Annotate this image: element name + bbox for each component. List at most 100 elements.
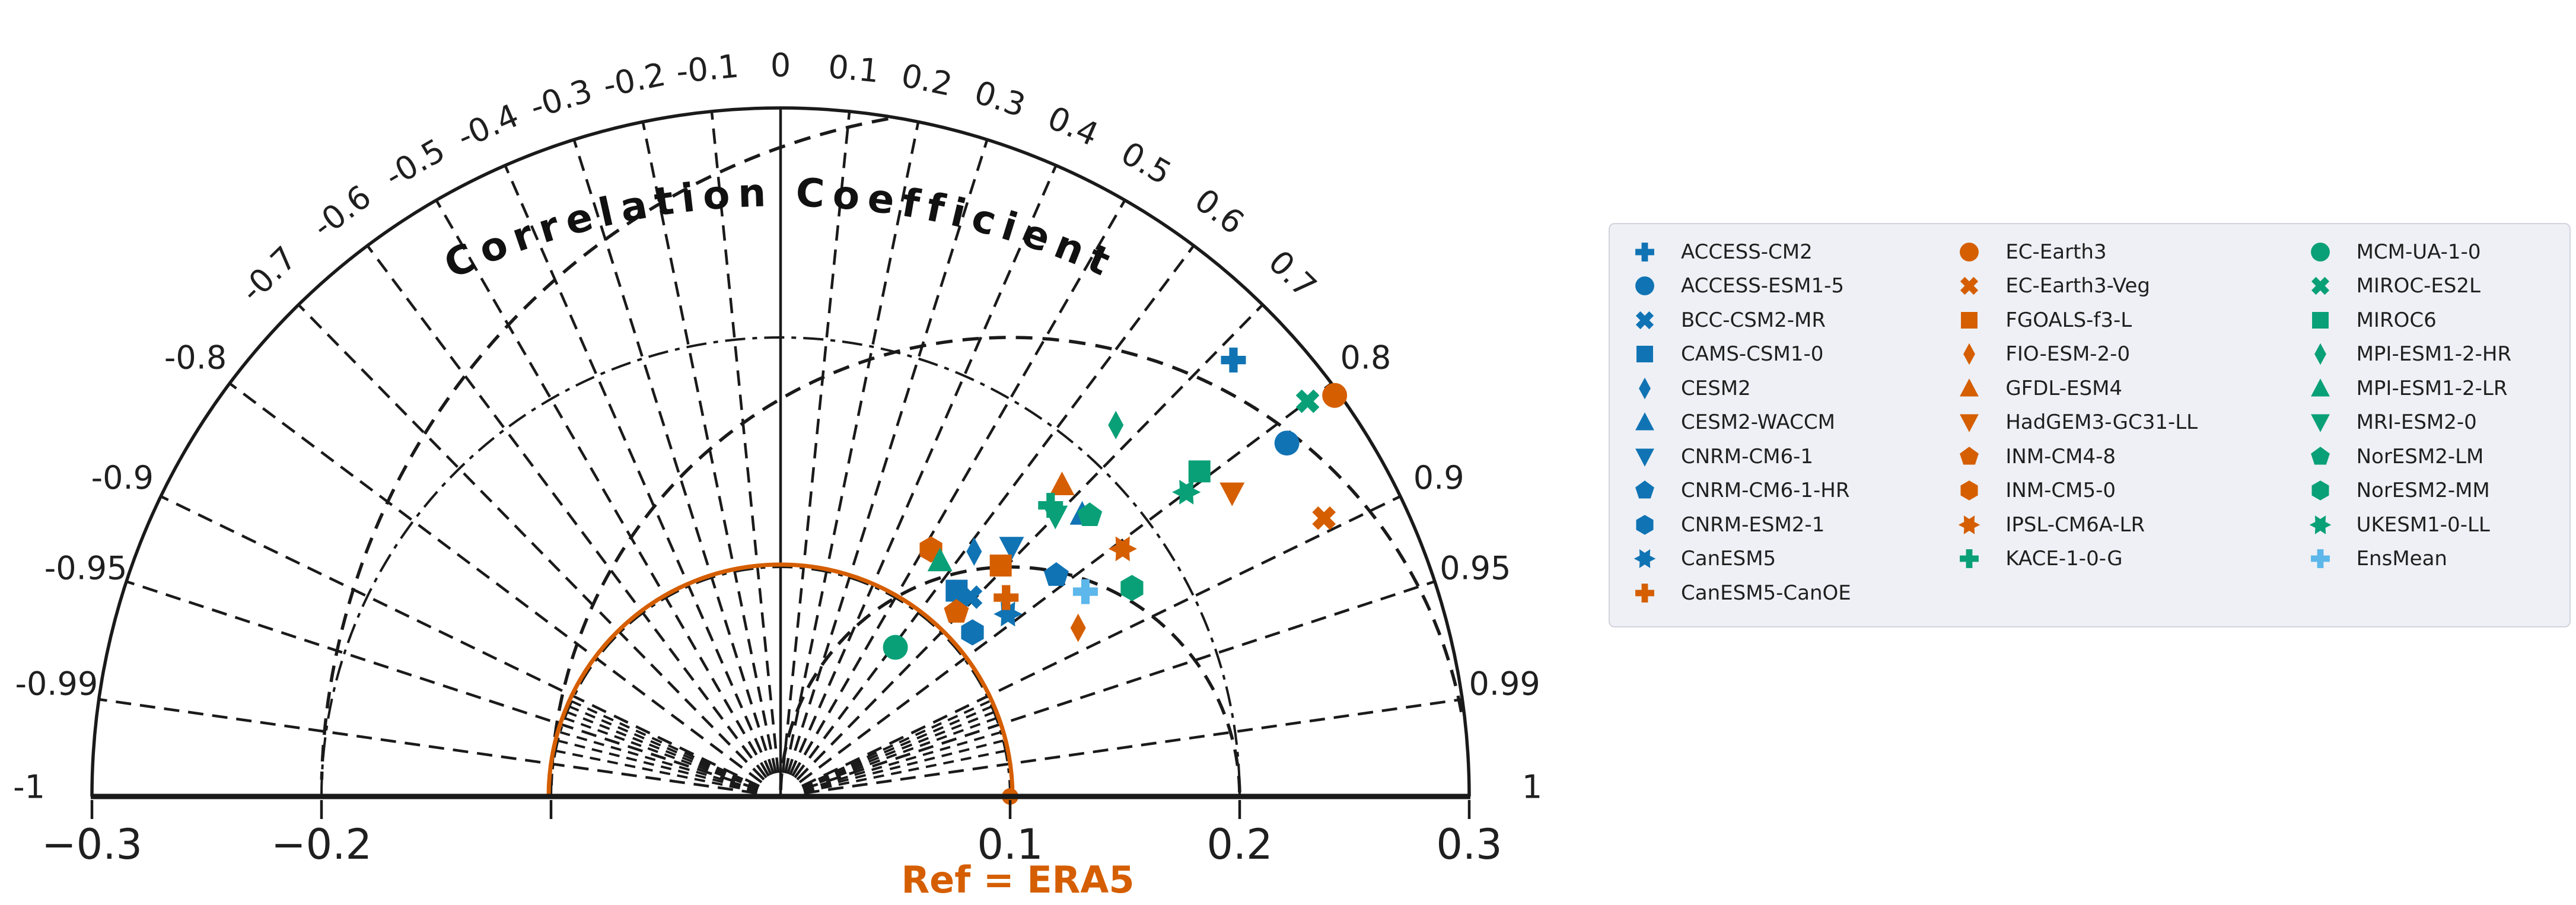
- star-icon: [1959, 515, 1980, 534]
- spoke-0.7: [796, 304, 1264, 781]
- legend-label: FGOALS-f3-L: [2005, 308, 2132, 332]
- legend-label: CanESM5-CanOE: [1681, 581, 1851, 605]
- pentagon-icon: [1960, 447, 1979, 465]
- x-tick-label: 0.1: [977, 820, 1043, 869]
- legend-label: CESM2-WACCM: [1681, 410, 1835, 435]
- spoke--0.4: [504, 165, 773, 776]
- marker-EC-Earth3: [1322, 383, 1348, 408]
- marker-MPI-ESM1-2-HR: [1108, 410, 1124, 439]
- corr-label--1: -1: [13, 769, 45, 806]
- spoke--0.95: [126, 580, 759, 791]
- diamond-glyph: [1963, 343, 1976, 365]
- circle-icon: [1635, 276, 1654, 296]
- plus-glyph: [1960, 549, 1979, 569]
- circle-icon: [1960, 242, 1979, 262]
- square-icon: [1636, 346, 1653, 363]
- marker-NorESM2-LM: [1077, 502, 1103, 527]
- x-icon: [1635, 311, 1654, 329]
- corr-label-0: 0: [770, 47, 791, 84]
- diamond-icon: [1639, 377, 1651, 400]
- rms-contour-0.2: [549, 336, 1463, 786]
- marker-EnsMean: [1072, 579, 1098, 604]
- corr-label-0.7: 0.7: [1261, 243, 1323, 305]
- legend-label: ACCESS-CM2: [1681, 240, 1813, 264]
- triangle-down-icon: [1960, 414, 1979, 432]
- spoke-0.3: [786, 139, 989, 775]
- x-tick-label: 0.3: [1436, 820, 1502, 869]
- marker-CanESM5-CanOE: [994, 585, 1019, 610]
- triangle-up-glyph: [2310, 378, 2330, 397]
- plus-icon: [1635, 242, 1654, 262]
- corr-label-0.9: 0.9: [1413, 459, 1464, 496]
- legend-label: NorESM2-MM: [2356, 479, 2490, 503]
- legend-item: CNRM-CM6-1: [1616, 439, 1940, 474]
- x-tick-label: 0.2: [1206, 820, 1272, 869]
- legend-item: ACCESS-CM2: [1616, 235, 1940, 269]
- legend-label: CNRM-ESM2-1: [1681, 512, 1825, 537]
- spoke-0.1: [781, 111, 851, 773]
- marker-ACCESS-CM2: [1221, 348, 1246, 373]
- outer-arc: [90, 106, 1471, 797]
- diamond-glyph: [1639, 377, 1651, 400]
- pentagon-glyph: [1960, 447, 1979, 465]
- x-tick-label: −0.3: [42, 820, 142, 869]
- x-icon: [1960, 277, 1979, 295]
- triangle-up-icon: [1960, 378, 1979, 397]
- legend-item: KACE-1-0-G: [1940, 542, 2291, 576]
- legend-item: CanESM5-CanOE: [1616, 576, 1940, 610]
- legend-label: INM-CM4-8: [2005, 444, 2116, 469]
- corr-label--0.1: -0.1: [674, 47, 740, 91]
- std-axis: −0.3 −0.2 0.1 0.2 0.3: [42, 794, 1502, 869]
- legend-item: CNRM-CM6-1-HR: [1616, 474, 1940, 508]
- legend-item: INM-CM4-8: [1940, 439, 2291, 474]
- corr-label--0.99: -0.99: [15, 665, 98, 703]
- minor-spoke-0.92: [802, 705, 992, 789]
- corr-label--0.2: -0.2: [600, 56, 668, 105]
- square-glyph: [1961, 311, 1978, 329]
- triangle-up-icon: [2310, 378, 2330, 397]
- legend-item: CanESM5: [1616, 542, 1940, 576]
- marker-MRI-ESM2-0: [1043, 505, 1068, 530]
- legend-label: KACE-1-0-G: [2005, 547, 2123, 571]
- legend-label: MRI-ESM2-0: [2356, 410, 2477, 435]
- legend-item: FIO-ESM-2-0: [1940, 337, 2291, 372]
- pentagon-glyph: [1635, 480, 1654, 499]
- marker-MPI-ESM1-2-LR: [927, 547, 953, 572]
- marker-CAMS-CSM1-0: [945, 579, 968, 602]
- diamond-glyph: [2314, 343, 2326, 365]
- marker-CNRM-ESM2-1: [961, 619, 984, 646]
- correlation-spokes: [98, 108, 1463, 796]
- triangle-down-icon: [2310, 414, 2330, 432]
- marker-INM-CM4-8: [944, 598, 969, 623]
- spoke--0.3: [572, 139, 775, 775]
- legend-label: EC-Earth3: [2005, 240, 2107, 264]
- pentagon-icon: [2310, 447, 2330, 465]
- plus-glyph: [1635, 242, 1654, 262]
- pentagon-glyph: [2310, 447, 2330, 465]
- legend-label: MIROC6: [2356, 308, 2437, 332]
- marker-HadGEM3-GC31-LL: [1219, 482, 1245, 506]
- diamond-icon: [1963, 343, 1976, 365]
- rms-contour-0.3: [320, 117, 889, 780]
- legend-label: HadGEM3-GC31-LL: [2005, 410, 2198, 435]
- circle-glyph: [1960, 242, 1979, 262]
- x-glyph: [1960, 277, 1979, 295]
- marker-CNRM-CM6-1-HR: [1043, 562, 1069, 586]
- spoke--0.8: [228, 382, 763, 783]
- triangle-up-glyph: [1635, 412, 1654, 431]
- std-arc-0.1: [550, 565, 1011, 797]
- star-glyph: [2309, 515, 2331, 534]
- plus-icon: [1960, 549, 1979, 569]
- legend-item: MPI-ESM1-2-LR: [2291, 371, 2569, 406]
- spoke--0.9: [160, 495, 760, 788]
- corr-label--0.8: -0.8: [164, 339, 227, 377]
- corr-label-0.2: 0.2: [898, 56, 956, 103]
- correlation-labels: -1 -0.99 -0.95 -0.9 -0.8-0.7-0.6-0.5-0.4 -0.3…: [13, 47, 1542, 806]
- legend-item: NorESM2-LM: [2291, 439, 2569, 474]
- marker-CESM2: [966, 537, 982, 566]
- marker-NorESM2-MM: [1120, 575, 1144, 601]
- corr-label-0.95: 0.95: [1440, 549, 1511, 587]
- hexagon-icon: [1636, 515, 1654, 535]
